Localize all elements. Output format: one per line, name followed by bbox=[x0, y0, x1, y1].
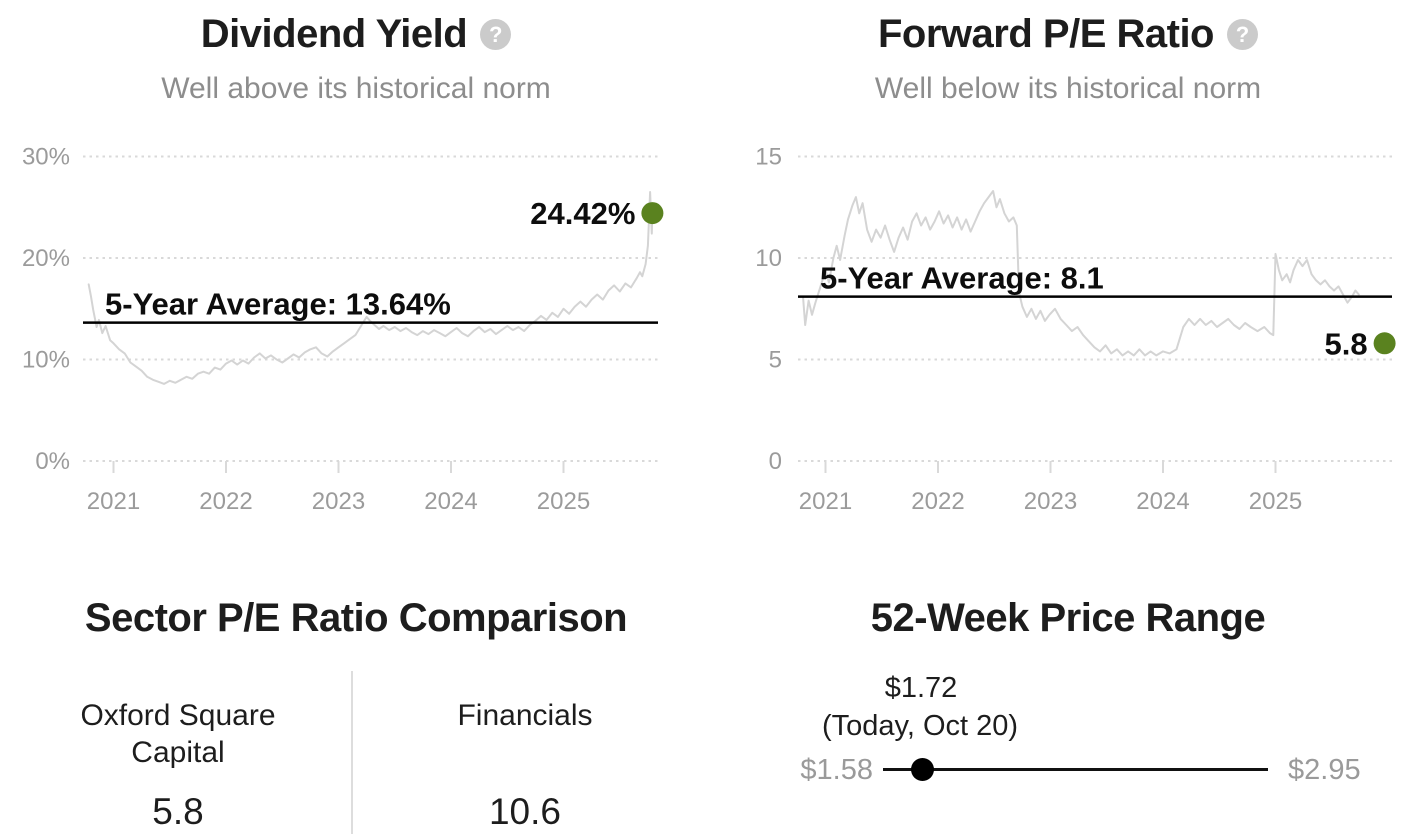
svg-text:2022: 2022 bbox=[199, 488, 252, 515]
dividend-yield-header: Dividend Yield ? bbox=[0, 12, 712, 57]
dividend-yield-subtitle: Well above its historical norm bbox=[161, 72, 551, 105]
dividend-yield-chart: 0% 10% 20% 30% 2021 2022 2023 2024 2025 5-Year Av… bbox=[22, 144, 664, 515]
svg-text:2022: 2022 bbox=[911, 488, 964, 515]
forward-pe-title: Forward P/E Ratio bbox=[878, 12, 1215, 56]
svg-text:15: 15 bbox=[755, 144, 782, 171]
comparison-column-sector: Financials 10.6 bbox=[351, 671, 697, 834]
svg-text:2023: 2023 bbox=[312, 488, 365, 515]
sector-pe-comparison-panel: Sector P/E Ratio Comparison Oxford Squar… bbox=[0, 580, 712, 834]
svg-text:2025: 2025 bbox=[537, 488, 590, 515]
company-name-label: Oxford Square Capital bbox=[80, 699, 276, 769]
sector-pe-comparison-title: Sector P/E Ratio Comparison bbox=[84, 596, 628, 640]
current-price-date-label: (Today, Oct 20) bbox=[821, 710, 1019, 742]
forward-pe-chart: 0 5 10 15 2021 2022 2023 2024 2025 5-Year Average… bbox=[755, 144, 1396, 515]
forward-pe-subtitle: Well below its historical norm bbox=[874, 72, 1262, 105]
help-icon[interactable]: ? bbox=[1227, 19, 1258, 50]
svg-text:2025: 2025 bbox=[1249, 488, 1302, 515]
help-icon[interactable]: ? bbox=[480, 19, 512, 50]
current-price-label: $1.72 bbox=[884, 672, 958, 704]
price-range-title: 52-Week Price Range bbox=[870, 596, 1266, 640]
price-range-track bbox=[883, 768, 1268, 771]
svg-text:0: 0 bbox=[769, 448, 782, 475]
dividend-yield-title: Dividend Yield bbox=[200, 12, 468, 56]
low-price-label: $1.58 bbox=[800, 754, 873, 786]
svg-text:24.42%: 24.42% bbox=[530, 196, 635, 231]
company-pe-value: 5.8 bbox=[152, 791, 204, 832]
svg-text:2024: 2024 bbox=[1136, 488, 1189, 515]
svg-text:5-Year Average: 8.1: 5-Year Average: 8.1 bbox=[820, 261, 1104, 296]
sector-name-label: Financials bbox=[457, 699, 593, 732]
forward-pe-header: Forward P/E Ratio ? bbox=[712, 12, 1424, 57]
high-price-label: $2.95 bbox=[1288, 754, 1361, 786]
sector-pe-comparison-table: Oxford Square Capital 5.8 Financials 10.… bbox=[5, 671, 697, 834]
comparison-column-company: Oxford Square Capital 5.8 bbox=[5, 671, 351, 834]
svg-text:2023: 2023 bbox=[1024, 488, 1077, 515]
svg-text:2021: 2021 bbox=[799, 488, 852, 515]
sector-pe-value: 10.6 bbox=[488, 791, 561, 832]
svg-text:10%: 10% bbox=[22, 347, 70, 374]
price-range-handle[interactable] bbox=[910, 758, 934, 781]
svg-text:5: 5 bbox=[769, 347, 782, 374]
svg-text:2021: 2021 bbox=[87, 488, 140, 515]
svg-text:10: 10 bbox=[755, 245, 782, 272]
svg-text:20%: 20% bbox=[22, 245, 70, 272]
svg-text:5-Year Average: 13.64%: 5-Year Average: 13.64% bbox=[105, 287, 451, 322]
svg-text:0%: 0% bbox=[35, 448, 70, 475]
forward-pe-panel: Forward P/E Ratio ? Well below its histo… bbox=[712, 0, 1424, 560]
svg-text:5.8: 5.8 bbox=[1324, 326, 1367, 361]
svg-text:2024: 2024 bbox=[424, 488, 477, 515]
price-range-panel: 52-Week Price Range $1.72 (Today, Oct 20… bbox=[712, 580, 1424, 834]
dividend-yield-panel: Dividend Yield ? Well above its historic… bbox=[0, 0, 712, 560]
svg-text:30%: 30% bbox=[22, 144, 70, 171]
